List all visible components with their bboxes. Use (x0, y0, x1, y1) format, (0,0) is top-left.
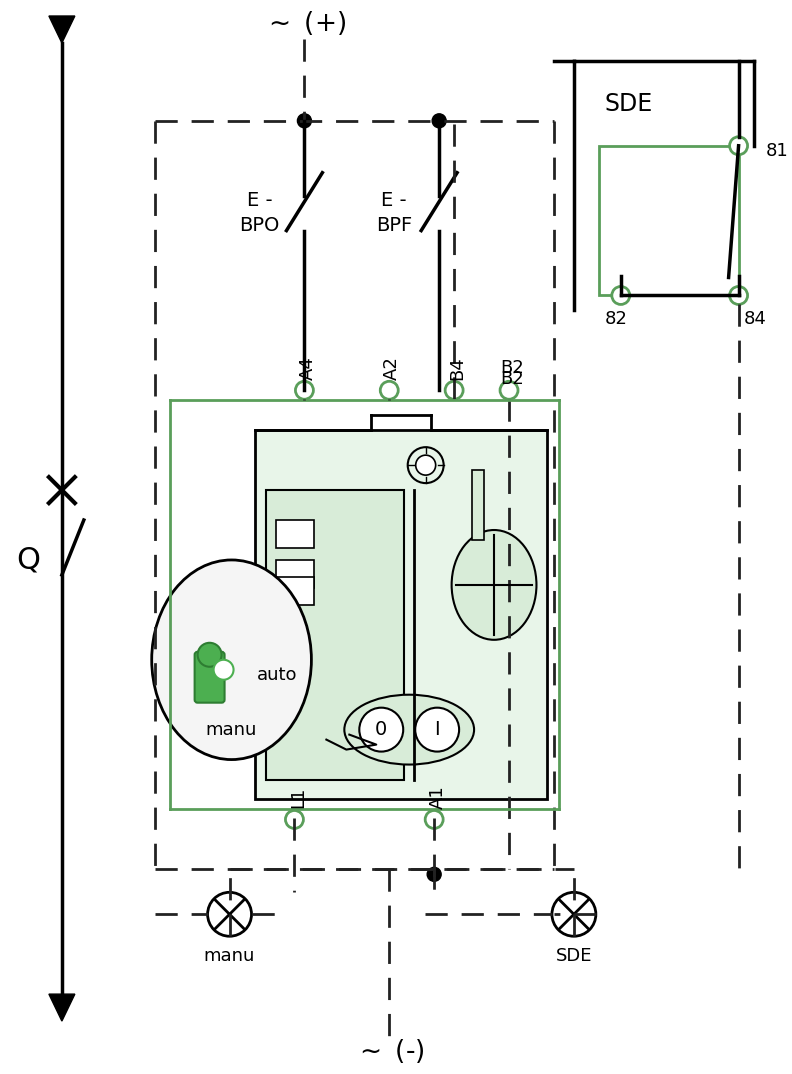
Circle shape (425, 811, 444, 828)
Circle shape (416, 455, 436, 475)
Text: BPF: BPF (376, 216, 413, 235)
Text: BPO: BPO (239, 216, 280, 235)
Text: B4: B4 (448, 357, 466, 380)
Circle shape (500, 381, 518, 400)
FancyBboxPatch shape (276, 520, 314, 548)
Text: E -: E - (382, 191, 407, 211)
Circle shape (432, 114, 446, 128)
Circle shape (445, 381, 463, 400)
Circle shape (427, 868, 441, 882)
Text: A2: A2 (383, 357, 402, 380)
Text: auto: auto (257, 666, 297, 684)
FancyBboxPatch shape (266, 490, 404, 780)
Text: SDE: SDE (604, 92, 653, 116)
Text: I: I (434, 721, 440, 739)
Text: 0: 0 (375, 721, 387, 739)
FancyBboxPatch shape (195, 652, 225, 702)
Text: $\sim$ (-): $\sim$ (-) (354, 1037, 425, 1065)
Text: $\sim$ (+): $\sim$ (+) (263, 9, 346, 37)
Text: A1: A1 (429, 785, 447, 810)
Text: Q: Q (16, 546, 40, 575)
Text: B2: B2 (500, 360, 524, 377)
Circle shape (729, 136, 748, 155)
Text: A4: A4 (299, 357, 317, 380)
Circle shape (214, 659, 234, 680)
Text: E -: E - (246, 191, 272, 211)
Text: L1: L1 (289, 787, 307, 809)
Circle shape (729, 287, 748, 304)
Circle shape (380, 381, 398, 400)
FancyBboxPatch shape (276, 560, 314, 587)
Circle shape (285, 811, 303, 828)
Circle shape (415, 708, 459, 752)
Circle shape (552, 892, 596, 937)
Circle shape (408, 447, 444, 483)
Circle shape (298, 114, 311, 128)
Text: manu: manu (206, 721, 257, 739)
Ellipse shape (152, 560, 311, 759)
Ellipse shape (451, 529, 536, 640)
Text: 81: 81 (766, 142, 788, 160)
FancyBboxPatch shape (276, 577, 314, 605)
Circle shape (612, 287, 630, 304)
Circle shape (198, 643, 222, 667)
Circle shape (208, 892, 252, 937)
Text: 84: 84 (744, 310, 767, 329)
Ellipse shape (345, 695, 474, 765)
Polygon shape (49, 16, 75, 43)
FancyBboxPatch shape (254, 431, 547, 799)
Text: 82: 82 (604, 310, 627, 329)
Circle shape (295, 381, 314, 400)
Circle shape (360, 708, 403, 752)
Polygon shape (49, 995, 75, 1021)
FancyBboxPatch shape (472, 470, 484, 540)
Text: B2: B2 (500, 371, 524, 389)
Text: manu: manu (204, 947, 255, 966)
Text: SDE: SDE (556, 947, 592, 966)
